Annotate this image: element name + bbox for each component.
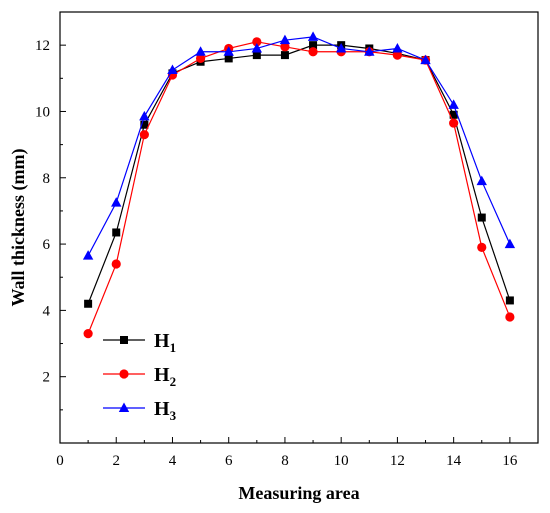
- y-tick-label: 8: [43, 171, 51, 187]
- data-point-H2: [252, 37, 262, 47]
- series-line-H1: [87, 44, 511, 304]
- data-point-H2: [505, 312, 515, 322]
- data-point-H3: [223, 46, 234, 56]
- series-layer: [82, 31, 516, 339]
- data-point-H2: [477, 242, 487, 252]
- legend-entry-H2: H2: [103, 364, 176, 389]
- data-point-H3: [307, 31, 319, 41]
- data-point-H2: [195, 53, 206, 64]
- data-point-H3: [364, 46, 375, 56]
- legend: H1 H2 H3: [103, 330, 177, 423]
- plot-frame: [59, 11, 539, 444]
- plot-border: [59, 11, 539, 444]
- y-tick-label: 10: [35, 104, 50, 120]
- legend-label: H2: [154, 364, 176, 389]
- series-line-H2: [87, 41, 511, 334]
- legend-entry-H3: H3: [103, 398, 177, 423]
- data-point-H1: [84, 299, 93, 308]
- x-tick-label: 8: [281, 453, 289, 469]
- legend-entry-H1: H1: [103, 330, 176, 355]
- data-point-H3: [167, 64, 178, 75]
- legend-marker: [119, 369, 129, 379]
- legend-marker: [120, 336, 128, 344]
- x-tick-label: 2: [112, 453, 120, 469]
- data-point-H3: [82, 250, 94, 260]
- series-H2: [83, 37, 515, 339]
- data-point-H3: [335, 42, 347, 53]
- data-point-H2: [280, 42, 290, 52]
- data-point-H3: [139, 110, 150, 121]
- y-tick-label: 6: [43, 237, 51, 253]
- data-point-H1: [224, 54, 233, 63]
- data-point-H1: [112, 228, 121, 237]
- data-point-H1: [449, 110, 458, 119]
- data-point-H2: [83, 328, 93, 339]
- series-line-H3: [87, 36, 511, 256]
- data-point-H3: [448, 99, 459, 109]
- data-point-H3: [195, 46, 206, 56]
- data-point-H1: [309, 41, 318, 50]
- data-point-H3: [476, 175, 487, 186]
- y-axis-title: Wall thickness (mm): [8, 148, 29, 306]
- data-point-H1: [505, 296, 514, 305]
- data-point-H3: [251, 42, 263, 53]
- data-point-H3: [504, 238, 516, 249]
- data-point-H3: [392, 42, 403, 53]
- data-point-H1: [477, 213, 486, 222]
- legend-marker: [118, 402, 130, 412]
- data-point-H2: [392, 50, 403, 60]
- series-H1: [84, 41, 514, 308]
- legend-subscript: 1: [170, 340, 177, 355]
- data-point-H2: [449, 118, 459, 128]
- data-point-H2: [139, 130, 149, 140]
- x-tick-label: 6: [225, 453, 233, 469]
- legend-subscript: 3: [170, 408, 177, 423]
- y-tick-label: 2: [43, 370, 51, 386]
- legend-label: H3: [154, 398, 177, 423]
- data-point-H2: [308, 47, 318, 57]
- y-tick-label: 12: [35, 38, 50, 54]
- x-axis-title: Measuring area: [238, 483, 359, 503]
- data-point-H1: [280, 51, 289, 60]
- legend-subscript: 2: [170, 374, 177, 389]
- y-tick-label: 4: [43, 303, 51, 319]
- x-tick-label: 12: [390, 453, 405, 469]
- legend-label: H1: [154, 330, 176, 355]
- series-H3: [82, 31, 516, 260]
- data-point-H1: [140, 120, 149, 129]
- data-point-H1: [252, 51, 261, 60]
- x-tick-label: 0: [56, 453, 64, 469]
- data-point-H3: [111, 197, 122, 207]
- data-point-H2: [111, 259, 121, 269]
- x-tick-label: 4: [169, 453, 177, 469]
- data-point-H3: [279, 34, 291, 45]
- x-tick-label: 14: [446, 453, 462, 469]
- x-tick-label: 16: [502, 453, 518, 469]
- x-tick-label: 10: [334, 453, 349, 469]
- data-point-H3: [420, 54, 431, 65]
